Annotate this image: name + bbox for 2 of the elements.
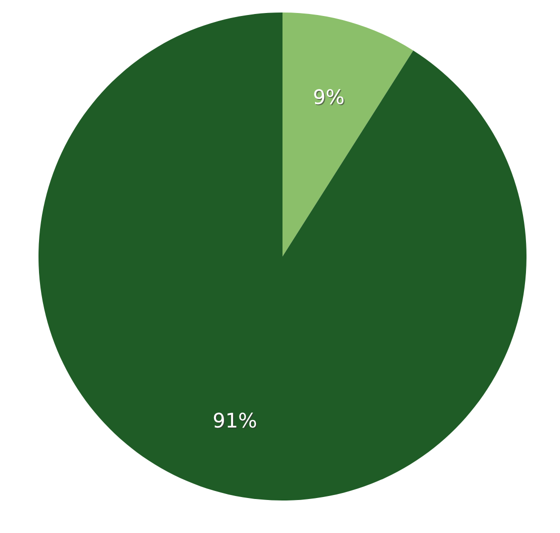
data-label: 91% (214, 410, 258, 434)
data-label: 9% (312, 85, 345, 110)
